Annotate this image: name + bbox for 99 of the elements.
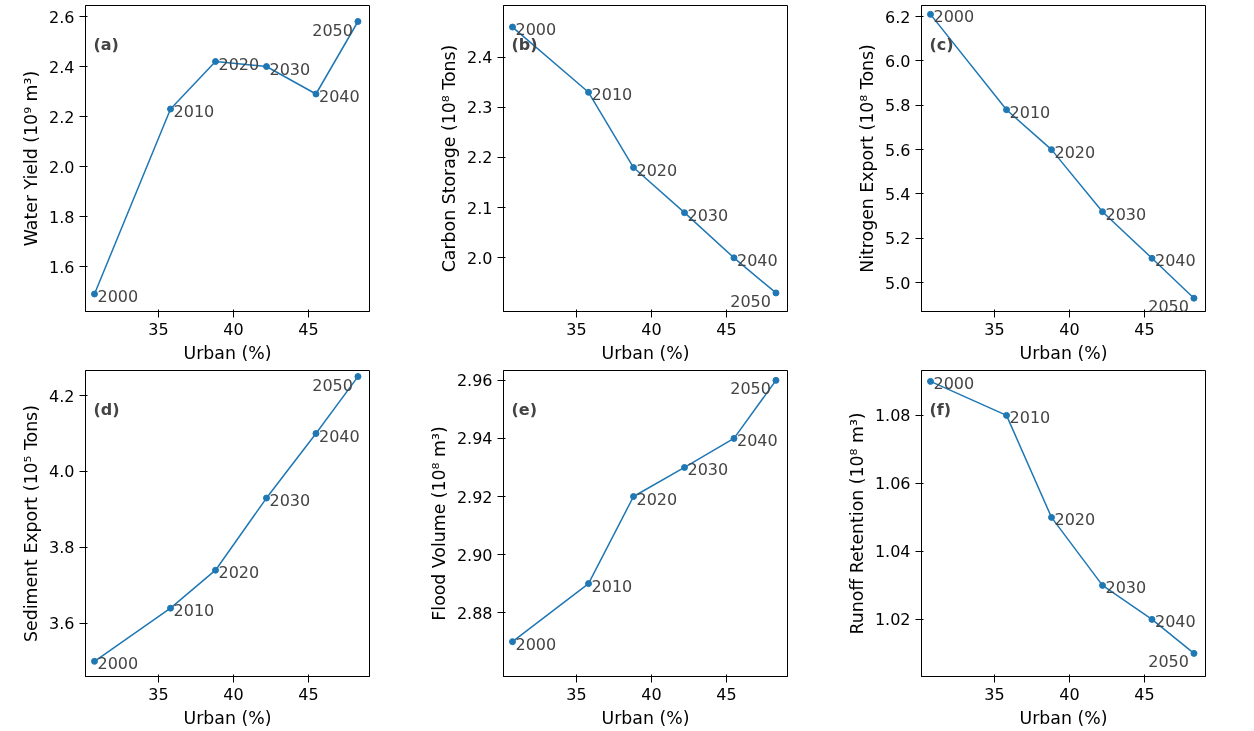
y-tick-label: 2.90	[456, 545, 493, 565]
y-tick-label: 2.2	[467, 148, 493, 168]
text: 2050	[730, 291, 771, 311]
x-tick-label: 45	[716, 319, 737, 339]
y-tick-label: 2.6	[49, 7, 75, 27]
y-tick-label: 2.0	[49, 157, 75, 177]
y-tick-label: 2.4	[467, 48, 493, 68]
y-tick-label: 2.88	[456, 603, 493, 623]
x-axis-title: Urban (%)	[601, 707, 690, 728]
text: 2010	[591, 85, 633, 105]
y-axis-title: Sediment Export (10⁵ Tons)	[21, 405, 42, 642]
text: 2030	[269, 491, 311, 511]
y-tick-label: 2.94	[456, 429, 493, 449]
text: 2000	[933, 7, 975, 27]
text: 2000	[97, 287, 139, 306]
y-tick-label: 2.4	[49, 57, 75, 77]
x-tick-label: 35	[148, 319, 169, 339]
text: (f)	[929, 399, 952, 419]
text: 2000	[97, 654, 139, 674]
text: 2020	[218, 563, 260, 583]
text: 2040	[318, 426, 360, 446]
y-tick-label: 3.6	[49, 614, 75, 634]
x-tick-label: 35	[148, 684, 169, 704]
x-tick-label: 40	[1059, 319, 1080, 339]
text: (e)	[511, 399, 537, 419]
text: 2050	[312, 375, 353, 395]
y-tick-label: 1.8	[49, 207, 75, 227]
y-tick-label: 5.8	[885, 96, 911, 116]
x-axis-title: Urban (%)	[183, 707, 272, 728]
text: 2020	[1054, 142, 1096, 162]
text: 2040	[318, 87, 360, 106]
text: (c)	[929, 34, 954, 54]
text: 2030	[687, 205, 729, 225]
text: 2000	[933, 374, 975, 394]
y-tick-label: 5.2	[885, 229, 911, 249]
x-tick-label: 40	[223, 319, 244, 339]
y-tick-label: 2.3	[467, 98, 493, 118]
y-tick-label: 6.0	[885, 51, 911, 71]
x-tick-label: 35	[984, 684, 1005, 704]
y-axis-title: Nitrogen Export (10⁸ Tons)	[857, 44, 878, 273]
text: (d)	[93, 399, 120, 419]
y-axis-title: Flood Volume (10⁸ m³)	[428, 426, 449, 621]
y-tick-label: 1.06	[874, 474, 911, 494]
text: 2020	[636, 160, 678, 180]
x-tick-label: 40	[641, 684, 662, 704]
text: 2030	[269, 59, 311, 79]
y-tick-label: 5.4	[885, 184, 911, 204]
x-tick-label: 40	[1059, 684, 1080, 704]
text: 2010	[173, 601, 215, 621]
text: 2030	[1105, 578, 1147, 598]
x-tick-label: 45	[716, 684, 737, 704]
text: 2030	[687, 460, 729, 480]
x-tick-label: 45	[298, 319, 319, 339]
text: 2040	[736, 431, 778, 451]
text: (a)	[93, 34, 119, 54]
y-axis-title: Runoff Retention (10⁸ m³)	[846, 412, 867, 635]
text: 2020	[636, 489, 678, 509]
x-axis-title: Urban (%)	[183, 342, 272, 363]
y-tick-label: 4.2	[49, 386, 75, 406]
y-tick-label: 2.0	[467, 248, 493, 268]
text: 2010	[1009, 408, 1051, 428]
text: 2020	[1054, 510, 1096, 530]
y-axis-title: Carbon Storage (10⁸ Tons)	[439, 44, 460, 273]
text: 2040	[1154, 251, 1196, 271]
x-tick-label: 45	[298, 684, 319, 704]
text: 2000	[515, 634, 557, 654]
x-axis-title: Urban (%)	[1019, 707, 1108, 728]
y-axis-title: Water Yield (10⁹ m³)	[21, 70, 42, 247]
x-tick-label: 35	[566, 319, 587, 339]
text: 2040	[1154, 612, 1196, 632]
text: 2050	[730, 379, 771, 399]
x-tick-label: 40	[641, 319, 662, 339]
x-tick-label: 40	[223, 684, 244, 704]
y-tick-label: 1.6	[49, 257, 75, 277]
y-tick-label: 1.08	[874, 406, 911, 426]
x-axis-title: Urban (%)	[1019, 342, 1108, 363]
y-tick-label: 2.1	[467, 198, 493, 218]
y-tick-label: 1.04	[874, 542, 911, 562]
text: 2010	[173, 102, 215, 121]
text: 2030	[1105, 204, 1147, 224]
y-tick-label: 2.92	[456, 487, 493, 507]
x-tick-label: 45	[1134, 319, 1155, 339]
y-tick-label: 4.0	[49, 462, 75, 482]
y-tick-label: 5.0	[885, 273, 911, 293]
y-tick-label: 1.02	[874, 610, 911, 630]
text: 2010	[1009, 102, 1051, 122]
text: 2010	[591, 576, 633, 596]
text: 2050	[312, 20, 353, 40]
y-tick-label: 2.2	[49, 107, 75, 127]
y-tick-label: 6.2	[885, 7, 911, 27]
y-tick-label: 5.6	[885, 140, 911, 160]
text: 2040	[736, 250, 778, 270]
y-tick-label: 3.8	[49, 538, 75, 558]
x-axis-title: Urban (%)	[601, 342, 690, 363]
x-tick-label: 35	[984, 319, 1005, 339]
y-tick-label: 2.96	[456, 371, 493, 391]
x-tick-label: 45	[1134, 684, 1155, 704]
x-tick-label: 35	[566, 684, 587, 704]
text: 2050	[1148, 652, 1189, 672]
